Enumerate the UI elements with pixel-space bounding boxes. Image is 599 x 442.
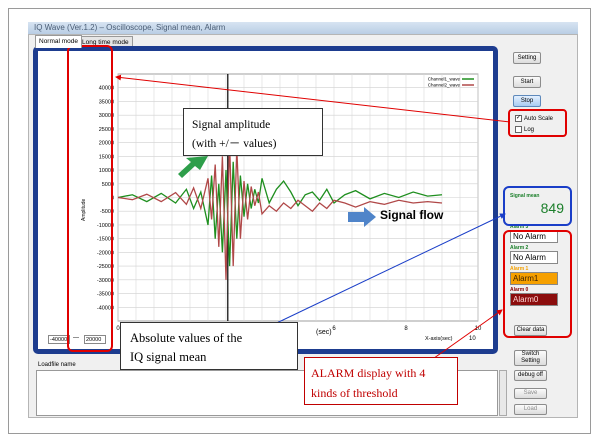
alarm-item: Alarm 2 No Alarm [510, 245, 570, 264]
y-tick-label: -5000 [100, 209, 114, 215]
load-button[interactable]: Load [514, 404, 547, 415]
debug-off-button[interactable]: debug off [514, 370, 547, 381]
y-tick-label: -10000 [97, 223, 114, 229]
y-range-separator: — [73, 335, 79, 341]
y-tick-label: 10000 [99, 168, 114, 174]
legend-label: Channel2_wave [428, 83, 461, 88]
signal-flow-label: Signal flow [380, 208, 444, 222]
signal-mean-label: Signal mean [510, 193, 540, 199]
alarm-callout: ALARM display with 4 kinds of threshold [304, 357, 458, 405]
x-tick-label: 6 [332, 326, 336, 332]
start-button[interactable]: Start [513, 76, 541, 88]
alarm-item: Alarm 1 Alarm1 [510, 266, 570, 285]
alarm-highlight-box [503, 230, 572, 338]
check-icon: ✓ [515, 115, 522, 122]
y-tick-label: 5000 [102, 182, 114, 188]
switch-setting-button[interactable]: Switch Setting [514, 350, 547, 366]
unchecked-box-icon [515, 126, 522, 133]
alarm-item: Alarm 0 Alarm0 [510, 287, 570, 306]
absolute-values-line2: IQ signal mean [130, 350, 207, 364]
alarm-line2: kinds of threshold [311, 386, 398, 400]
y-min-input[interactable]: -40000 [48, 335, 70, 344]
log-checkbox[interactable]: Log [515, 126, 534, 133]
stop-button[interactable]: Stop [513, 95, 541, 107]
signal-amplitude-green-arrow [178, 156, 208, 178]
auto-scale-label: Auto Scale [524, 115, 554, 122]
alarm-panel: Alarm 3 No Alarm Alarm 2 No Alarm Alarm 1 Ala… [510, 224, 570, 308]
y-tick-label: 15000 [99, 154, 114, 160]
series-line-Channel2_wave [117, 142, 443, 280]
chart-grid [117, 73, 479, 322]
signal-mean-value: 849 [540, 200, 564, 216]
y-tick-label: -25000 [97, 264, 114, 270]
auto-scale-arrow [115, 74, 511, 123]
signal-amplitude-line2: (with +/－ values) [192, 138, 277, 150]
absolute-values-line1: Absolute values of the [130, 331, 243, 345]
save-button[interactable]: Save [514, 388, 547, 399]
auto-scale-checkbox[interactable]: ✓ Auto Scale [515, 115, 553, 122]
x-tick-label: 0 [116, 326, 120, 332]
alarm-status: Alarm0 [510, 293, 558, 306]
x-axis-range-label: X-axis(sec) [425, 336, 453, 342]
y-tick-label: -20000 [97, 250, 114, 256]
alarm-label: Alarm 3 [510, 224, 529, 230]
y-axis-label: Amplitude [81, 199, 87, 221]
loadfile-label: Loadfile name [36, 362, 78, 368]
oscilloscope-chart: 40000 35000 30000 25000 20000 15000 10000 5000 0… [81, 73, 482, 336]
signal-amplitude-line1: Signal amplitude [192, 119, 271, 131]
alarm-label: Alarm 1 [510, 266, 529, 272]
y-tick-label: 20000 [99, 141, 114, 147]
loadfile-scrollbar[interactable] [499, 370, 507, 416]
y-tick-label: -30000 [97, 278, 114, 284]
window-title: IQ Wave (Ver.1.2) – Oscilloscope, Signal… [28, 22, 578, 34]
y-tick-label: 30000 [99, 113, 114, 119]
y-max-input[interactable]: 20000 [84, 335, 106, 344]
setting-button[interactable]: Setting [513, 52, 541, 64]
y-tick-label: 40000 [99, 86, 114, 92]
x-axis-label: (sec) [316, 329, 332, 336]
absolute-values-callout: Absolute values of the IQ signal mean [120, 322, 298, 370]
alarm-label: Alarm 0 [510, 287, 529, 293]
x-tick-label: 8 [404, 326, 408, 332]
alarm-line1: ALARM display with 4 [311, 366, 426, 380]
clear-data-button[interactable]: Clear data [514, 325, 547, 336]
y-tick-label: 35000 [99, 99, 114, 105]
y-tick-label: -35000 [97, 292, 114, 298]
x-tick-label: 10 [475, 326, 482, 332]
y-tick-label: 25000 [99, 127, 114, 133]
y-tick-label: -15000 [97, 237, 114, 243]
signal-mean-panel: Signal mean 849 [508, 190, 570, 226]
signal-flow-arrow-icon [348, 207, 376, 227]
x-axis-range-value[interactable]: 10 [469, 336, 476, 342]
log-label: Log [524, 126, 535, 133]
y-tick-label: -40000 [97, 305, 114, 311]
y-axis-highlight-box [67, 45, 113, 352]
series-lines [117, 142, 443, 280]
signal-amplitude-callout: Signal amplitude (with +/－ values) [183, 108, 323, 156]
signal-mean-arrow [261, 213, 506, 331]
signal-mean-highlight-box [503, 186, 572, 226]
alarm-status: No Alarm [510, 251, 558, 264]
legend-label: Channel1_wave [428, 77, 461, 82]
alarm-label: Alarm 2 [510, 245, 529, 251]
tab-normal-mode[interactable]: Normal mode [35, 35, 83, 48]
alarm-status: Alarm1 [510, 272, 558, 285]
auto-scale-highlight-box [508, 109, 567, 137]
